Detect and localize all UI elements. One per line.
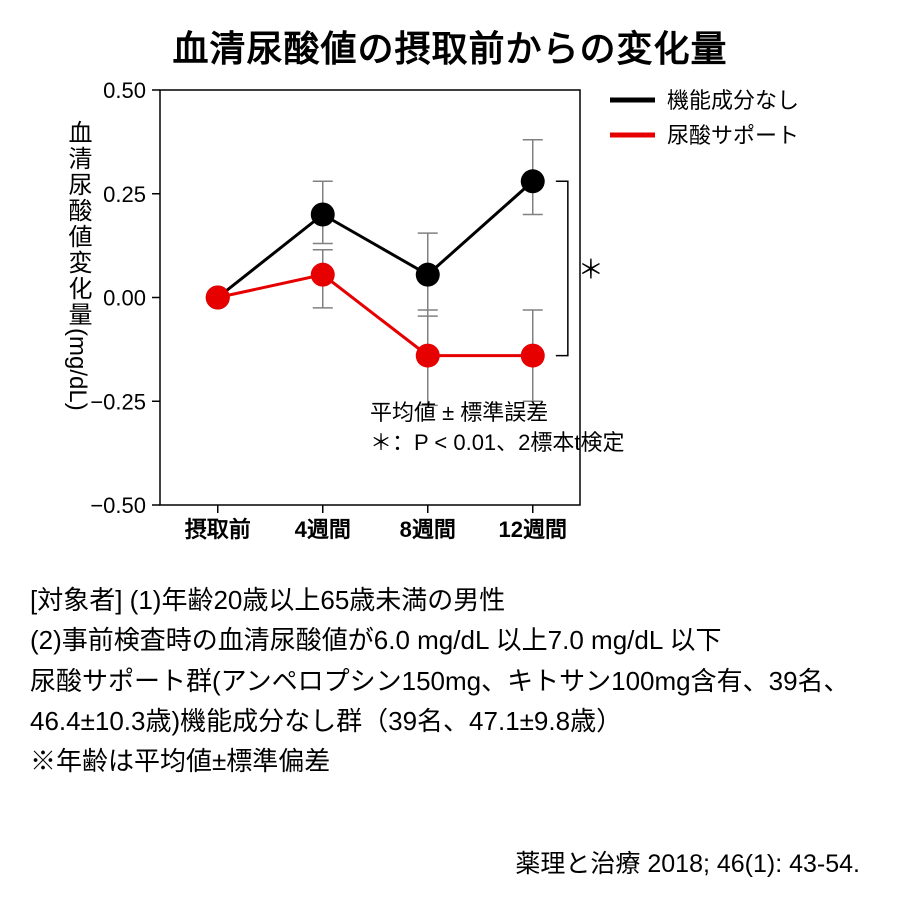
description-line: 尿酸サポート群(アンペロプシン150mg、キトサン100mg含有、39名、 bbox=[30, 661, 870, 701]
x-tick-label: 12週間 bbox=[499, 517, 567, 542]
chart-annotation-line: ＊：P < 0.01、2標本t検定 bbox=[370, 430, 625, 455]
series-marker bbox=[416, 344, 440, 368]
significance-star: ＊ bbox=[578, 254, 604, 284]
y-tick-label: −0.25 bbox=[90, 389, 146, 414]
series-marker bbox=[416, 263, 440, 287]
y-tick-label: 0.00 bbox=[103, 286, 146, 311]
description-line: [対象者] (1)年齢20歳以上65歳未満の男性 bbox=[30, 580, 870, 620]
x-tick-label: 4週間 bbox=[295, 517, 351, 542]
chart-svg: −0.50 −0.25 0.00 0.25 0.50 摂取前 4週間 8週間 12週間 ＊ 機能成分… bbox=[70, 80, 830, 560]
series-marker bbox=[206, 286, 230, 310]
legend-label: 機能成分なし bbox=[667, 88, 799, 113]
page-title: 血清尿酸値の摂取前からの変化量 bbox=[0, 0, 900, 72]
x-tick-label: 摂取前 bbox=[185, 517, 251, 542]
chart-container: −0.50 −0.25 0.00 0.25 0.50 摂取前 4週間 8週間 12週間 ＊ 機能成分… bbox=[70, 80, 830, 560]
y-tick-label: −0.50 bbox=[90, 493, 146, 518]
series-marker bbox=[311, 203, 335, 227]
series-marker bbox=[521, 344, 545, 368]
series-marker bbox=[521, 169, 545, 193]
description-line: (2)事前検査時の血清尿酸値が6.0 mg/dL 以上7.0 mg/dL 以下 bbox=[30, 620, 870, 660]
y-tick-label: 0.50 bbox=[103, 80, 146, 103]
x-tick-label: 8週間 bbox=[400, 517, 456, 542]
study-description: [対象者] (1)年齢20歳以上65歳未満の男性(2)事前検査時の血清尿酸値が6… bbox=[30, 580, 870, 781]
description-line: 46.4±10.3歳)機能成分なし群（39名、47.1±9.8歳） bbox=[30, 701, 870, 741]
series-marker bbox=[311, 263, 335, 287]
legend-label: 尿酸サポート bbox=[667, 123, 799, 148]
chart-annotation-line: 平均値 ± 標準誤差 bbox=[370, 400, 548, 425]
y-tick-label: 0.25 bbox=[103, 182, 146, 207]
description-line: ※年齢は平均値±標準偏差 bbox=[30, 741, 870, 781]
citation: 薬理と治療 2018; 46(1): 43-54. bbox=[515, 844, 860, 880]
